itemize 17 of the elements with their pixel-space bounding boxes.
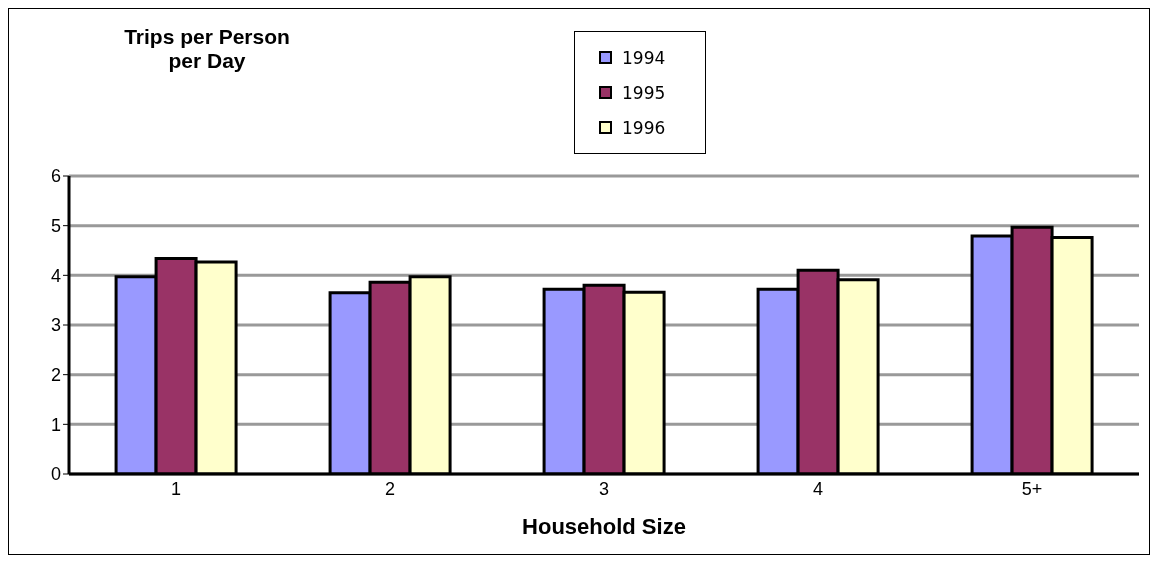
x-tick-label: 4	[812, 478, 824, 499]
y-tick-label: 4	[50, 265, 61, 286]
x-tick-label: 2	[384, 478, 396, 499]
x-tick-label: 3	[598, 478, 610, 499]
y-axis-title: Trips per Person per Day	[121, 25, 293, 79]
y-tick-label: 3	[50, 315, 61, 336]
y-tick-label: 1	[50, 414, 61, 435]
x-tick-label: 1	[170, 478, 182, 499]
y-tick-label: 2	[50, 365, 61, 386]
x-tick-label: 5+	[1021, 478, 1043, 499]
y-tick-label: 0	[50, 464, 61, 485]
legend-label: 1994	[622, 47, 666, 68]
x-axis-title: Household Size	[522, 514, 686, 539]
y-tick-label: 6	[50, 166, 61, 187]
y-tick-label: 5	[50, 216, 61, 237]
legend-label: 1995	[622, 82, 666, 103]
legend-label: 1996	[622, 117, 666, 138]
